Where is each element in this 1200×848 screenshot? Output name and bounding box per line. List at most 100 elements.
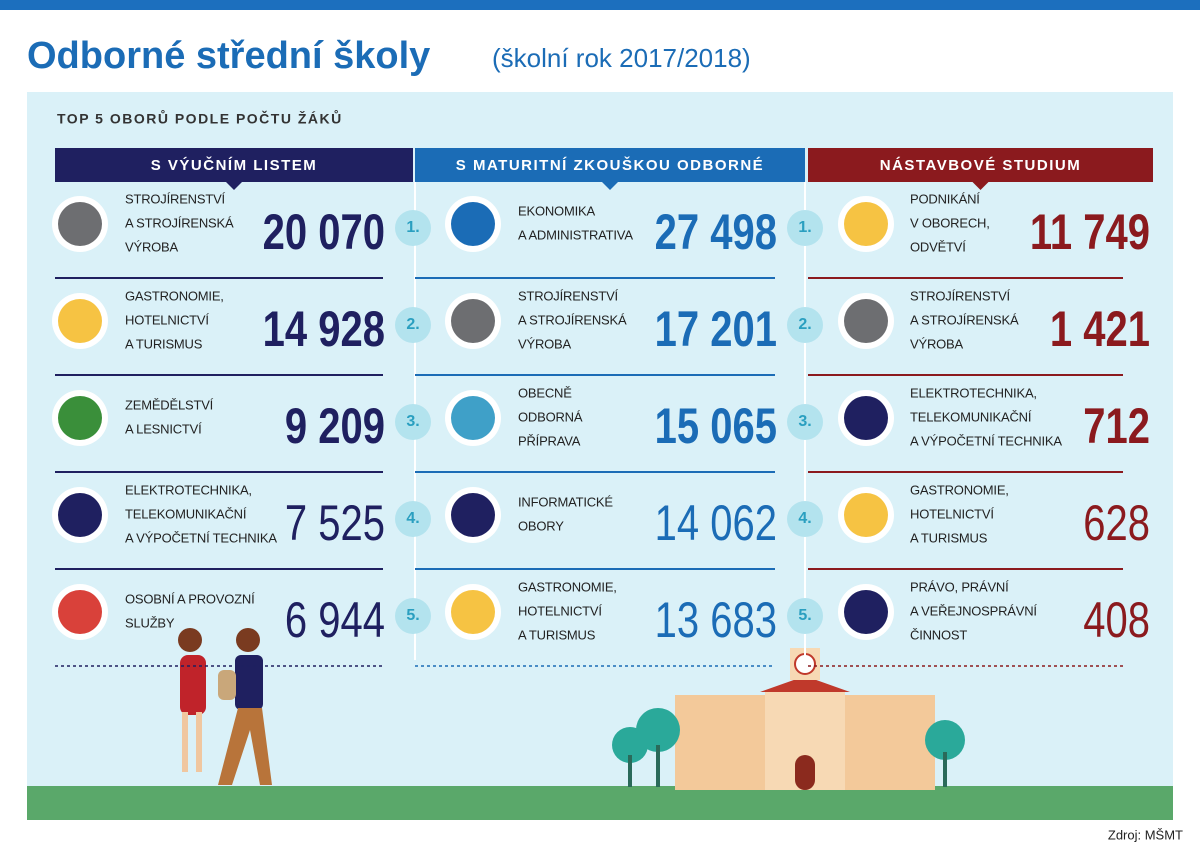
field-value: 14 062 [655, 495, 777, 551]
field-icon-inner [58, 493, 102, 537]
rank-circle [787, 307, 823, 343]
field-label: VÝROBA [910, 336, 964, 351]
field-label: EKONOMIKA [518, 203, 595, 218]
field-label: A STROJÍRENSKÁ [910, 312, 1019, 327]
field-label: TELEKOMUNIKAČNÍ [125, 506, 247, 521]
rank-circle [395, 404, 431, 440]
field-icon-inner [58, 202, 102, 246]
rank-marker: 1. [406, 219, 419, 236]
field-label: ČINNOST [910, 627, 967, 642]
field-value: 712 [1083, 398, 1150, 454]
field-label: OBORY [518, 518, 564, 533]
field-label: VÝROBA [518, 336, 572, 351]
field-label: STROJÍRENSTVÍ [518, 288, 619, 303]
field-label: ELEKTROTECHNIKA, [910, 385, 1037, 400]
title: Odborné střední školy [27, 35, 430, 77]
field-icon-inner [451, 299, 495, 343]
column-header [55, 148, 413, 182]
field-icon-inner [844, 590, 888, 634]
field-value: 27 498 [655, 204, 777, 260]
field-label: A VÝPOČETNÍ TECHNIKA [125, 530, 277, 545]
students-illustration [178, 628, 272, 785]
field-label: A ADMINISTRATIVA [518, 227, 633, 242]
column-header [808, 148, 1153, 182]
field-icon-inner [844, 202, 888, 246]
field-icon-inner [844, 299, 888, 343]
column-title: NÁSTAVBOVÉ STUDIUM [880, 157, 1081, 174]
field-label: TELEKOMUNIKAČNÍ [910, 409, 1032, 424]
field-label: GASTRONOMIE, [518, 579, 617, 594]
top-bar [0, 0, 1200, 10]
field-label: ZEMĚDĚLSTVÍ [125, 397, 214, 412]
column-header-notch [602, 182, 618, 190]
column-header-notch [226, 182, 242, 190]
field-value: 628 [1083, 495, 1150, 551]
rank-circle [787, 404, 823, 440]
field-label: A STROJÍRENSKÁ [518, 312, 627, 327]
field-label: STROJÍRENSTVÍ [910, 288, 1011, 303]
field-label: GASTRONOMIE, [125, 288, 224, 303]
field-value: 17 201 [655, 301, 777, 357]
field-icon-inner [58, 396, 102, 440]
field-value: 15 065 [655, 398, 777, 454]
field-icon-inner [844, 493, 888, 537]
column-header-notch [972, 182, 989, 190]
field-label: HOTELNICTVÍ [910, 506, 994, 521]
field-label: A TURISMUS [125, 336, 203, 351]
rank-circle [395, 501, 431, 537]
rank-marker: 2. [798, 316, 811, 333]
field-value: 6 944 [285, 592, 385, 648]
field-value: 9 209 [285, 398, 385, 454]
field-icon-inner [58, 299, 102, 343]
field-icon-inner [844, 396, 888, 440]
field-label: HOTELNICTVÍ [518, 603, 602, 618]
grass [27, 786, 1173, 820]
field-label: HOTELNICTVÍ [125, 312, 209, 327]
field-label: A LESNICTVÍ [125, 421, 202, 436]
field-value: 408 [1083, 592, 1150, 648]
rank-marker: 5. [406, 607, 419, 624]
field-value: 13 683 [655, 592, 777, 648]
rank-circle [395, 210, 431, 246]
rank-circle [787, 598, 823, 634]
rank-circle [395, 307, 431, 343]
rank-marker: 3. [798, 413, 811, 430]
panel-heading: TOP 5 OBORŮ PODLE POČTU ŽÁKŮ [57, 109, 343, 127]
source: Zdroj: MŠMT [1108, 827, 1183, 842]
column-title: S VÝUČNÍM LISTEM [151, 156, 318, 174]
field-value: 7 525 [285, 495, 385, 551]
field-label: PRÁVO, PRÁVNÍ [910, 579, 1009, 594]
field-value: 11 749 [1030, 204, 1150, 260]
field-value: 1 421 [1050, 301, 1150, 357]
field-icon-inner [451, 590, 495, 634]
rank-marker: 4. [406, 510, 419, 527]
field-label: ELEKTROTECHNIKA, [125, 482, 252, 497]
field-label: A TURISMUS [910, 530, 988, 545]
rank-circle [395, 598, 431, 634]
field-icon-inner [451, 493, 495, 537]
column-title: S MATURITNÍ ZKOUŠKOU ODBORNÉ [456, 156, 764, 174]
field-label: ODVĚTVÍ [910, 239, 966, 254]
field-label: SLUŽBY [125, 615, 175, 630]
field-value: 14 928 [263, 301, 385, 357]
field-label: GASTRONOMIE, [910, 482, 1009, 497]
rank-marker: 3. [406, 413, 419, 430]
field-value: 20 070 [263, 204, 385, 260]
field-label: V OBORECH, [910, 215, 990, 230]
field-icon-inner [451, 202, 495, 246]
field-label: OBECNĚ [518, 385, 572, 400]
field-label: VÝROBA [125, 239, 179, 254]
field-label: STROJÍRENSTVÍ [125, 191, 226, 206]
panel [27, 92, 1173, 820]
field-label: A TURISMUS [518, 627, 596, 642]
field-label: ODBORNÁ [518, 409, 583, 424]
rank-circle [787, 210, 823, 246]
field-label: A STROJÍRENSKÁ [125, 215, 234, 230]
rank-marker: 1. [798, 219, 811, 236]
field-label: A VEŘEJNOSPRÁVNÍ [910, 603, 1037, 618]
field-label: PODNIKÁNÍ [910, 191, 980, 206]
field-label: INFORMATICKÉ [518, 494, 613, 509]
field-label: A VÝPOČETNÍ TECHNIKA [910, 433, 1062, 448]
rank-circle [787, 501, 823, 537]
